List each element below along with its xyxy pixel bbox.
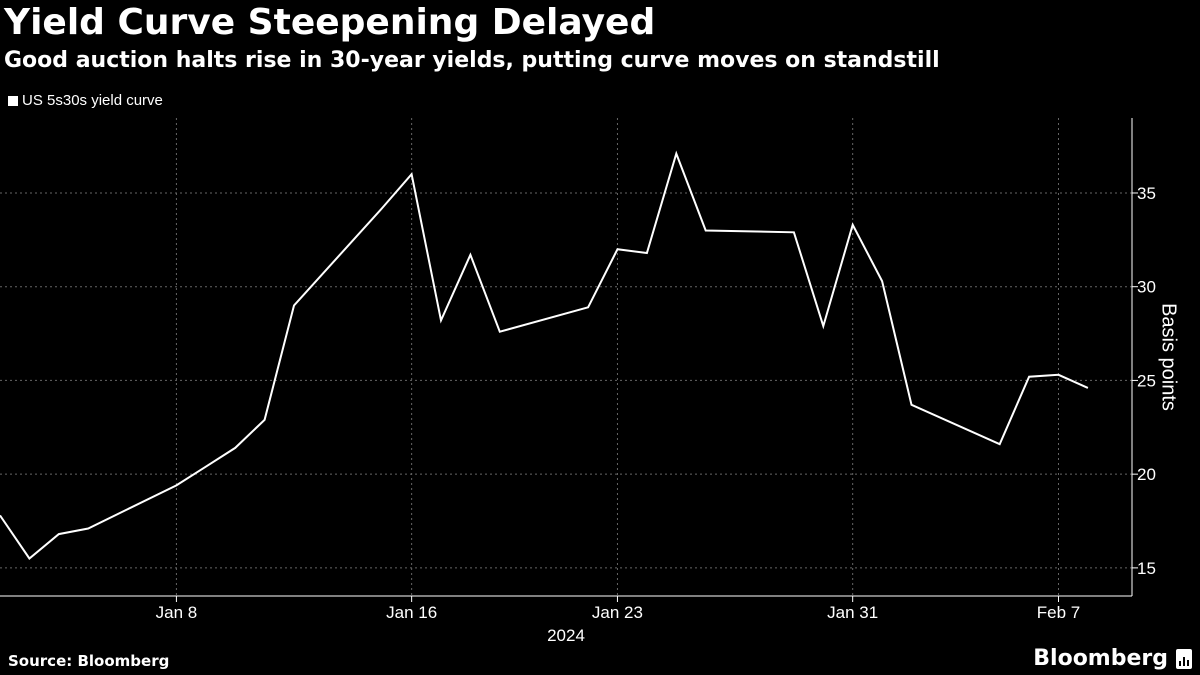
bloomberg-logo: Bloomberg bbox=[1033, 646, 1192, 671]
source-note: Source: Bloomberg bbox=[8, 652, 170, 670]
legend-label: US 5s30s yield curve bbox=[22, 92, 163, 109]
chart-subtitle: Good auction halts rise in 30-year yield… bbox=[4, 48, 940, 73]
y-tick-label: 20 bbox=[1137, 465, 1156, 484]
logo-text: Bloomberg bbox=[1033, 646, 1168, 671]
x-tick-label: Jan 31 bbox=[827, 603, 878, 622]
x-year-label: 2024 bbox=[547, 626, 585, 645]
y-tick-label: 30 bbox=[1137, 278, 1156, 297]
x-tick-label: Jan 16 bbox=[386, 603, 437, 622]
y-tick-label: 35 bbox=[1137, 184, 1156, 203]
x-tick-label: Jan 8 bbox=[156, 603, 198, 622]
series-line bbox=[0, 150, 1089, 560]
chart-bars-icon bbox=[1176, 648, 1192, 669]
chart-title: Yield Curve Steepening Delayed bbox=[4, 2, 656, 43]
y-axis-label: Basis points bbox=[1157, 303, 1180, 411]
x-tick-label: Feb 7 bbox=[1037, 603, 1080, 622]
y-tick-label: 15 bbox=[1137, 559, 1156, 578]
legend: US 5s30s yield curve bbox=[8, 92, 163, 109]
y-tick-label: 25 bbox=[1137, 371, 1156, 390]
legend-swatch bbox=[8, 95, 18, 106]
x-tick-label: Jan 23 bbox=[592, 603, 643, 622]
